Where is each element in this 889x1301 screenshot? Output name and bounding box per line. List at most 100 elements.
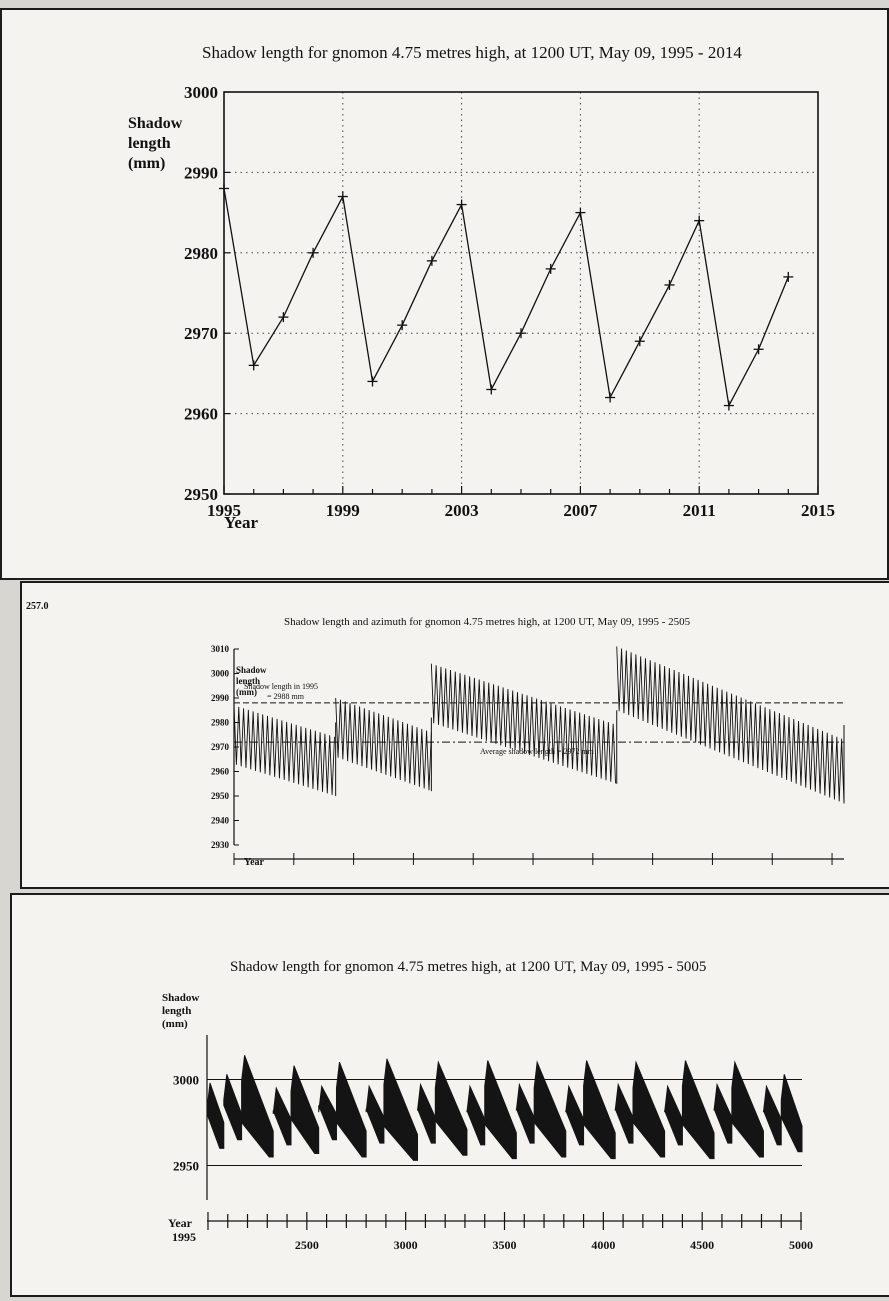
- y-tick-label: 3000: [211, 669, 230, 679]
- data-band: [614, 1082, 634, 1144]
- y-axis-label-line: Shadow: [162, 992, 199, 1004]
- data-point: [486, 384, 497, 395]
- data-point: [694, 215, 705, 226]
- data-band: [664, 1084, 683, 1146]
- data-band: [780, 1074, 803, 1153]
- data-band: [731, 1060, 764, 1158]
- x-tick-label: 1995: [207, 501, 241, 520]
- x-tick-label: 1999: [326, 501, 360, 520]
- y-tick-label: 3000: [173, 1072, 199, 1087]
- data-point: [219, 183, 229, 194]
- x-tick-label: 3000: [394, 1238, 418, 1252]
- x-axis-label: Year: [168, 1216, 193, 1230]
- chart-3-svg: Shadow length for gnomon 4.75 metres hig…: [162, 959, 813, 1252]
- x-tick-label: 2015: [801, 501, 835, 520]
- data-point: [723, 400, 734, 411]
- data-point: [545, 263, 556, 274]
- y-axis-label-line: Shadow: [236, 665, 267, 675]
- data-point: [308, 247, 319, 258]
- data-band: [383, 1058, 419, 1161]
- y-tick-label: 2940: [211, 816, 230, 826]
- series-segment: [430, 663, 616, 784]
- series-line: [223, 188, 789, 408]
- x-tick-label: 5000: [789, 1238, 813, 1252]
- data-band: [583, 1060, 616, 1160]
- y-tick-label: 2990: [211, 693, 230, 703]
- chart-panel-2: 257.0 Shadow length and azimuth for gnom…: [20, 581, 889, 889]
- x-tick-label: 2011: [683, 501, 716, 520]
- chart-title: Shadow length and azimuth for gnomon 4.7…: [284, 616, 691, 628]
- y-tick-label: 2960: [211, 767, 230, 777]
- y-tick-label: 2980: [211, 718, 230, 728]
- data-band: [335, 1062, 367, 1158]
- data-band: [533, 1060, 567, 1158]
- plot-frame: [223, 91, 819, 495]
- series-segment: [233, 705, 335, 795]
- data-band: [290, 1065, 320, 1154]
- y-axis-label-line: (mm): [162, 1018, 188, 1030]
- data-point: [753, 344, 764, 355]
- annotation-1995-value: = 2988 mm: [267, 692, 305, 701]
- data-point: [664, 279, 675, 290]
- data-band: [681, 1060, 715, 1160]
- data-band: [272, 1086, 292, 1146]
- y-tick-label: 2960: [184, 405, 218, 424]
- y-tick-label: 2980: [184, 244, 218, 263]
- data-point: [397, 320, 408, 331]
- y-axis-label-line: (mm): [128, 155, 165, 172]
- chart-2-svg: 257.0 Shadow length and azimuth for gnom…: [26, 601, 845, 868]
- y-tick-label: 2950: [184, 485, 218, 504]
- data-point: [426, 255, 437, 266]
- y-axis-label-line: length: [162, 1005, 191, 1017]
- data-point: [783, 271, 794, 282]
- data-band: [365, 1084, 385, 1144]
- data-point: [367, 376, 378, 387]
- annotation-1995: Shadow length in 1995: [244, 682, 318, 691]
- y-tick-label: 2970: [184, 324, 218, 343]
- data-band: [713, 1082, 733, 1144]
- y-tick-label: 3000: [184, 83, 218, 102]
- chart-title: Shadow length for gnomon 4.75 metres hig…: [230, 959, 706, 975]
- data-band: [466, 1084, 486, 1146]
- data-point: [634, 336, 645, 347]
- chart-1-svg: Shadow length for gnomon 4.75 metres hig…: [128, 43, 835, 532]
- x-tick-label: 2500: [295, 1238, 319, 1252]
- y-axis-label-line: length: [236, 676, 260, 686]
- data-band: [632, 1060, 666, 1158]
- x-axis-label: Year: [244, 857, 265, 868]
- y-tick-label: 2950: [173, 1159, 199, 1174]
- data-band: [206, 1082, 225, 1149]
- series-segment: [616, 646, 845, 804]
- x-tick-label: 2003: [445, 501, 479, 520]
- y-axis-label-line: Shadow: [128, 115, 183, 132]
- data-point: [456, 199, 467, 210]
- y-tick-label: 2950: [211, 791, 230, 801]
- x-tick-label: 4000: [591, 1238, 615, 1252]
- data-band: [434, 1060, 468, 1156]
- y-axis-label-line: (mm): [236, 687, 257, 697]
- chart-panel-3: Shadow length for gnomon 4.75 metres hig…: [10, 893, 889, 1297]
- chart-title: Shadow length for gnomon 4.75 metres hig…: [202, 43, 742, 62]
- data-point: [337, 191, 348, 202]
- x-tick-label: 2007: [563, 501, 598, 520]
- data-point: [516, 328, 526, 339]
- data-band: [484, 1060, 517, 1160]
- y-tick-label: 2930: [211, 840, 230, 850]
- data-band: [223, 1074, 243, 1141]
- data-point: [248, 360, 259, 371]
- x-axis-label: Year: [224, 513, 258, 532]
- annotation-average: Average shadow length = 2972 mm: [480, 747, 595, 756]
- x-tick-label: 3500: [493, 1238, 517, 1252]
- data-point: [605, 392, 616, 403]
- y-tick-label: 2970: [211, 742, 230, 752]
- data-point: [575, 207, 586, 218]
- chart-panel-1: Shadow length for gnomon 4.75 metres hig…: [0, 8, 889, 580]
- data-band: [762, 1084, 782, 1146]
- data-band: [565, 1084, 585, 1146]
- data-band: [241, 1055, 274, 1158]
- y-tick-label: 2990: [184, 163, 218, 182]
- x-tick-label: 4500: [690, 1238, 714, 1252]
